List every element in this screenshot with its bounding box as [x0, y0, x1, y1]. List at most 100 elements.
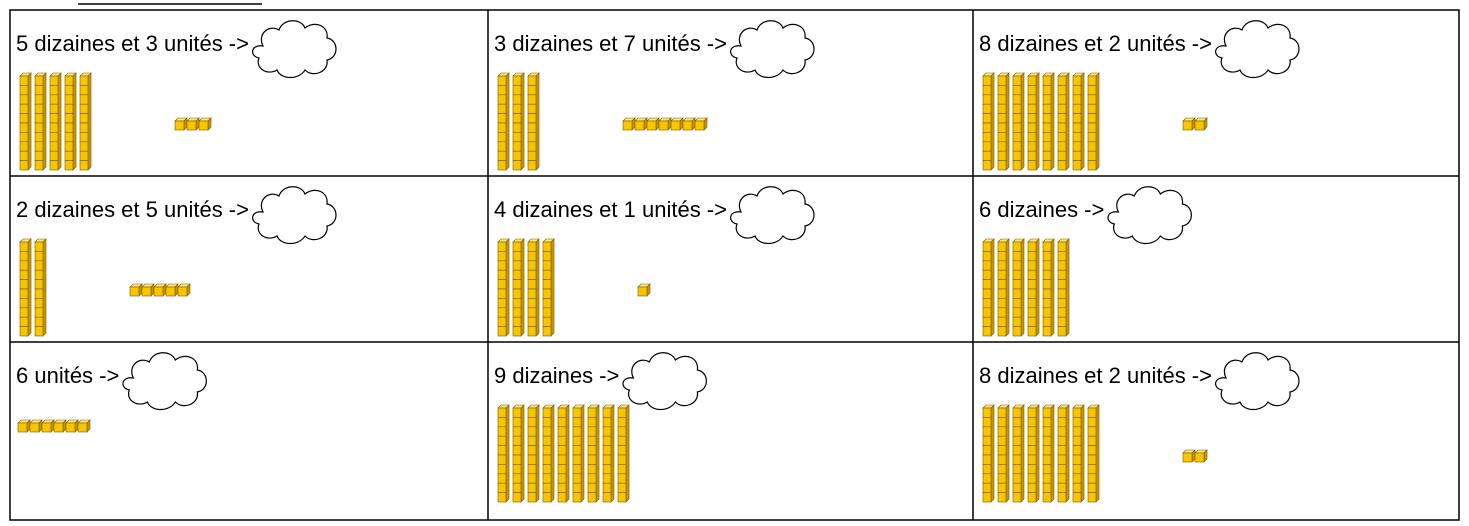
answer-cloud [730, 186, 815, 245]
ten-rod [542, 404, 555, 503]
rod-cube [19, 113, 29, 124]
unit-cube [1194, 117, 1208, 131]
rod-cube [982, 454, 992, 465]
rod-cube [1087, 94, 1097, 105]
rod-cube [1042, 132, 1052, 143]
ten-rod [587, 404, 600, 503]
ten-rod [512, 72, 525, 171]
rod-cube [1042, 269, 1052, 280]
rod-cube [982, 150, 992, 161]
rod-cube [1042, 298, 1052, 309]
rod-cube [497, 269, 507, 280]
rod-cube [1027, 122, 1037, 133]
rod-side [550, 404, 555, 503]
answer-cloud [1215, 20, 1300, 79]
rod-cube [1087, 407, 1097, 418]
rod-cube [1042, 113, 1052, 124]
rod-cube [1027, 316, 1037, 327]
unit-cube [153, 283, 167, 297]
rod-cube [1057, 473, 1067, 484]
ten-rod [1042, 404, 1055, 503]
rod-cube [557, 454, 567, 465]
unit-cube [129, 283, 143, 297]
rod-cube [497, 288, 507, 299]
rod-side [535, 238, 540, 337]
rod-side [1035, 72, 1040, 171]
rod-cube [1057, 260, 1067, 271]
rod-cube [542, 316, 552, 327]
rod-cube [527, 160, 537, 171]
rod-cube [79, 150, 89, 161]
rod-cube [527, 75, 537, 86]
cube-front [65, 422, 76, 433]
rod-cube [1027, 288, 1037, 299]
rod-cube [572, 454, 582, 465]
rod-cube [1057, 160, 1067, 171]
rod-cube [542, 482, 552, 493]
rod-cube [34, 326, 44, 337]
rod-cube [587, 482, 597, 493]
rod-cube [1072, 435, 1082, 446]
rod-cube [982, 260, 992, 271]
cube-front [198, 120, 209, 131]
rod-cube [587, 492, 597, 503]
ten-rod [1072, 72, 1085, 171]
rod-cube [1042, 407, 1052, 418]
rod-cube [497, 103, 507, 114]
rod-side [625, 404, 630, 503]
rod-cube [64, 132, 74, 143]
ten-rod [512, 238, 525, 337]
rod-cube [19, 103, 29, 114]
rod-cube [1087, 454, 1097, 465]
rod-cube [587, 445, 597, 456]
rod-cube [982, 122, 992, 133]
cube-front [634, 120, 645, 131]
rod-cube [1012, 326, 1022, 337]
rod-cube [982, 251, 992, 262]
rod-cube [542, 307, 552, 318]
rod-cube [64, 150, 74, 161]
rod-cube [617, 417, 627, 428]
rod-cube [1012, 417, 1022, 428]
rod-cube [1027, 407, 1037, 418]
rod-cube [1042, 260, 1052, 271]
rod-cube [1027, 141, 1037, 152]
rod-cube [34, 85, 44, 96]
rod-cube [34, 260, 44, 271]
rod-cube [1042, 417, 1052, 428]
rod-cube [19, 94, 29, 105]
rod-cube [527, 150, 537, 161]
cell-label: 5 dizaines et 3 unités -> [16, 31, 249, 56]
rod-cube [982, 279, 992, 290]
unit-cube [77, 419, 91, 433]
rod-cube [617, 454, 627, 465]
rod-cube [34, 241, 44, 252]
rod-cube [1072, 113, 1082, 124]
rod-cube [602, 407, 612, 418]
cell-label: 3 dizaines et 7 unités -> [494, 31, 727, 56]
rod-cube [527, 316, 537, 327]
rod-cube [1042, 94, 1052, 105]
ten-rod [1042, 238, 1055, 337]
cube-front [186, 120, 197, 131]
rod-cube [512, 132, 522, 143]
ten-rod [1012, 72, 1025, 171]
rod-cube [1072, 417, 1082, 428]
rod-cube [557, 473, 567, 484]
rod-cube [527, 94, 537, 105]
ten-rod [527, 238, 540, 337]
ten-rod [1012, 238, 1025, 337]
rod-cube [1072, 94, 1082, 105]
rod-cube [1027, 307, 1037, 318]
rod-cube [512, 298, 522, 309]
ten-rod [497, 404, 510, 503]
answer-cloud [622, 352, 707, 411]
rod-side [1095, 404, 1100, 503]
rod-side [610, 404, 615, 503]
rod-cube [1027, 241, 1037, 252]
rod-cube [1012, 241, 1022, 252]
cell: 2 dizaines et 5 unités -> [16, 186, 337, 337]
rod-side [990, 404, 995, 503]
rod-cube [572, 492, 582, 503]
rod-cube [1012, 426, 1022, 437]
